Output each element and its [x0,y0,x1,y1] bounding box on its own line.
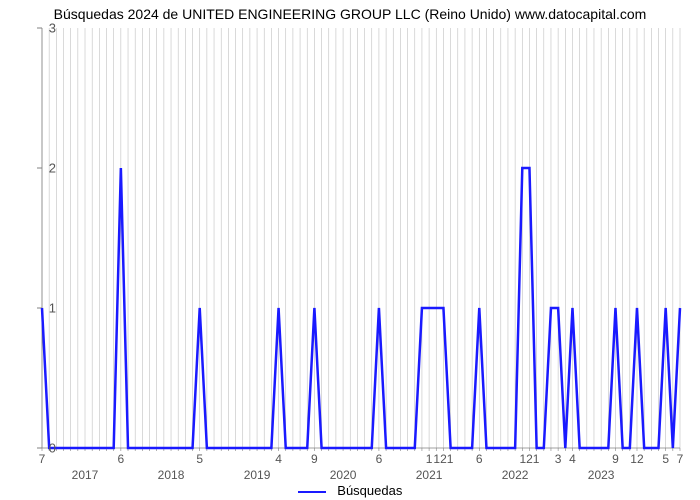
x-month-label: 5 [196,452,203,466]
x-month-label: 9 [311,452,318,466]
chart-container: Búsquedas 2024 de UNITED ENGINEERING GRO… [0,0,700,500]
legend: Búsquedas [0,483,700,498]
x-month-label: 121 [433,452,453,466]
legend-label: Búsquedas [337,483,402,498]
x-month-label: 6 [118,452,125,466]
x-month-label: 6 [476,452,483,466]
x-month-label: 5 [662,452,669,466]
x-year-label: 2023 [588,468,615,482]
x-year-label: 2020 [330,468,357,482]
chart-svg [42,28,680,448]
y-tick-label: 0 [49,441,56,456]
x-month-label: 7 [39,452,46,466]
legend-swatch [298,491,326,493]
plot-area [42,28,680,448]
x-month-label: 6 [376,452,383,466]
y-tick-label: 1 [49,301,56,316]
x-month-label: 1 [426,452,433,466]
x-year-label: 2019 [244,468,271,482]
x-month-label: 4 [569,452,576,466]
x-year-label: 2021 [416,468,443,482]
chart-title: Búsquedas 2024 de UNITED ENGINEERING GRO… [0,6,700,22]
x-month-label: 12 [630,452,643,466]
x-month-label: 121 [519,452,539,466]
x-year-label: 2017 [72,468,99,482]
y-tick-label: 2 [49,161,56,176]
x-year-label: 2018 [158,468,185,482]
x-month-label: 4 [275,452,282,466]
x-month-label: 3 [555,452,562,466]
x-year-label: 2022 [502,468,529,482]
x-month-label: 9 [612,452,619,466]
x-month-label: 7 [677,452,684,466]
y-tick-label: 3 [49,21,56,36]
